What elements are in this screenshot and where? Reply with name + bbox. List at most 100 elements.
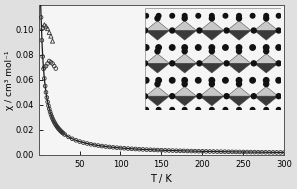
Point: [245, 150, 249, 153]
Y-axis label: χ / cm³ mol⁻¹: χ / cm³ mol⁻¹: [5, 50, 14, 110]
Point: [211, 150, 216, 153]
Point: [54, 125, 59, 128]
Point: [256, 151, 260, 154]
Point: [56, 127, 61, 130]
Point: [44, 64, 48, 67]
Point: [74, 139, 78, 142]
Point: [45, 96, 49, 99]
Point: [267, 151, 272, 154]
Point: [48, 35, 53, 38]
Point: [77, 140, 82, 143]
Point: [42, 77, 47, 80]
Point: [47, 107, 52, 110]
Point: [40, 55, 45, 58]
Point: [48, 61, 53, 64]
Point: [55, 126, 60, 129]
Point: [114, 146, 119, 149]
Point: [50, 62, 55, 65]
Point: [81, 141, 86, 144]
Point: [52, 64, 56, 67]
Point: [170, 149, 175, 152]
Point: [111, 146, 116, 149]
Point: [118, 146, 123, 149]
Point: [200, 150, 205, 153]
Point: [96, 144, 101, 147]
Point: [42, 66, 47, 69]
Point: [144, 148, 149, 151]
Point: [278, 151, 283, 154]
Point: [58, 129, 62, 132]
Point: [57, 128, 61, 131]
Point: [46, 104, 51, 107]
Point: [248, 151, 253, 154]
Point: [41, 67, 46, 70]
Point: [53, 123, 58, 126]
Point: [50, 40, 55, 43]
Point: [42, 23, 47, 26]
Point: [99, 145, 104, 148]
Point: [40, 39, 44, 42]
Point: [219, 150, 223, 153]
Point: [174, 149, 179, 152]
Point: [178, 149, 182, 152]
Point: [282, 151, 287, 154]
Point: [61, 132, 66, 135]
Point: [129, 147, 134, 150]
Point: [89, 143, 93, 146]
Point: [45, 100, 50, 103]
Point: [196, 150, 201, 153]
Point: [181, 149, 186, 152]
Point: [237, 150, 242, 153]
Point: [40, 26, 45, 29]
Point: [45, 27, 50, 30]
Point: [52, 121, 56, 124]
Point: [222, 150, 227, 153]
Point: [66, 135, 71, 138]
Point: [59, 130, 64, 133]
Point: [43, 84, 48, 88]
Point: [208, 150, 212, 153]
Point: [263, 151, 268, 154]
Point: [189, 149, 194, 153]
Point: [215, 150, 220, 153]
Point: [137, 148, 142, 151]
Point: [241, 150, 246, 153]
Point: [163, 149, 168, 152]
Point: [48, 110, 53, 113]
Point: [44, 25, 48, 28]
Point: [58, 129, 63, 132]
Point: [152, 148, 157, 151]
Point: [233, 150, 238, 153]
Point: [167, 149, 171, 152]
Point: [122, 147, 127, 150]
Point: [51, 119, 56, 122]
Point: [133, 147, 138, 150]
Point: [50, 117, 55, 120]
Point: [226, 150, 231, 153]
Point: [49, 115, 54, 118]
Point: [47, 60, 52, 63]
Point: [45, 62, 50, 65]
Point: [53, 67, 58, 70]
Point: [204, 150, 208, 153]
Point: [103, 145, 108, 148]
Point: [39, 16, 43, 19]
Point: [53, 122, 57, 125]
Point: [230, 150, 235, 153]
Point: [274, 151, 279, 154]
Point: [159, 149, 164, 152]
Point: [107, 146, 112, 149]
Point: [47, 31, 52, 34]
Point: [60, 131, 65, 134]
Point: [62, 133, 67, 136]
Point: [140, 148, 145, 151]
Point: [185, 149, 190, 153]
Point: [252, 151, 257, 154]
Point: [148, 148, 153, 151]
Point: [271, 151, 275, 154]
Point: [48, 113, 53, 116]
Point: [92, 143, 97, 146]
X-axis label: T / K: T / K: [151, 174, 172, 184]
Point: [44, 91, 48, 94]
Point: [126, 147, 130, 150]
